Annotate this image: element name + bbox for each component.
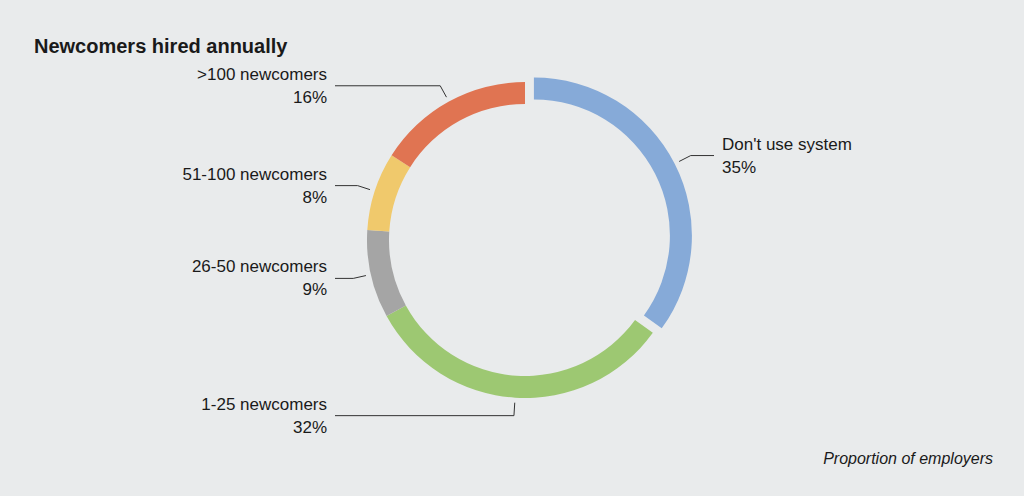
slice-label: 51-100 newcomers	[182, 165, 327, 184]
title: Newcomers hired annually	[34, 35, 288, 57]
slice-value: 16%	[293, 88, 327, 107]
slice-value: 8%	[302, 188, 327, 207]
chart-canvas: Newcomers hired annually Proportion of em…	[0, 0, 1024, 496]
caption: Proportion of employers	[823, 450, 993, 467]
leader-line	[679, 156, 714, 162]
slice	[392, 82, 525, 167]
slice	[367, 230, 406, 316]
slice-value: 35%	[722, 158, 756, 177]
leader-line	[335, 186, 370, 190]
leader-line	[335, 403, 515, 416]
slice-label: 26-50 newcomers	[192, 257, 327, 276]
slice	[534, 77, 692, 328]
background	[0, 0, 1024, 496]
slice	[387, 306, 653, 398]
slice	[367, 155, 410, 231]
slices	[367, 77, 692, 398]
slice-label: Don't use system	[722, 135, 852, 154]
leader-line	[335, 86, 446, 97]
leader-line	[335, 276, 366, 279]
slice-label: 1-25 newcomers	[201, 395, 327, 414]
labels: Don't use system 35% 1-25 newcomers 32% 26-5…	[182, 65, 851, 437]
slice-value: 9%	[302, 280, 327, 299]
slice-label: >100 newcomers	[197, 65, 327, 84]
slice-value: 32%	[293, 418, 327, 437]
